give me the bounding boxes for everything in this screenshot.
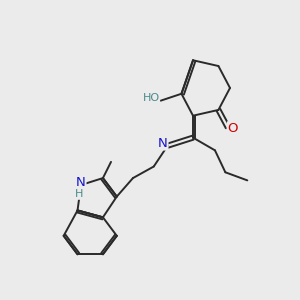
Text: O: O	[227, 122, 238, 135]
Text: N: N	[158, 137, 168, 150]
Text: N: N	[76, 176, 86, 189]
Text: H: H	[75, 189, 83, 199]
Text: HO: HO	[142, 93, 160, 103]
